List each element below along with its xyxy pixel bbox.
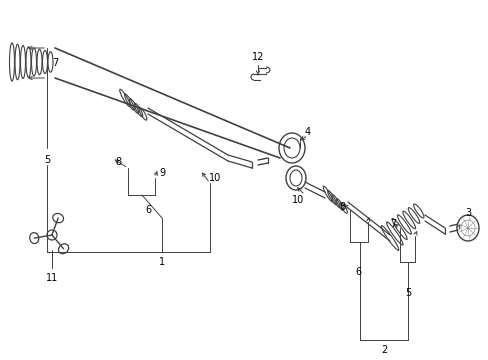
Text: 12: 12 <box>251 52 264 62</box>
Text: 8: 8 <box>115 157 121 167</box>
Text: 1: 1 <box>159 257 165 267</box>
Text: 7: 7 <box>52 58 58 68</box>
Text: 2: 2 <box>380 345 386 355</box>
Text: 7: 7 <box>389 219 395 229</box>
Text: 5: 5 <box>44 155 50 165</box>
Text: 6: 6 <box>144 205 151 215</box>
Text: 3: 3 <box>464 208 470 218</box>
Text: 8: 8 <box>338 202 345 212</box>
Text: 5: 5 <box>404 288 410 298</box>
Text: 10: 10 <box>291 195 304 205</box>
Text: 9: 9 <box>159 168 165 178</box>
Text: 6: 6 <box>354 267 360 277</box>
Text: 11: 11 <box>46 273 58 283</box>
Text: 10: 10 <box>208 173 221 183</box>
Text: 4: 4 <box>305 127 310 137</box>
